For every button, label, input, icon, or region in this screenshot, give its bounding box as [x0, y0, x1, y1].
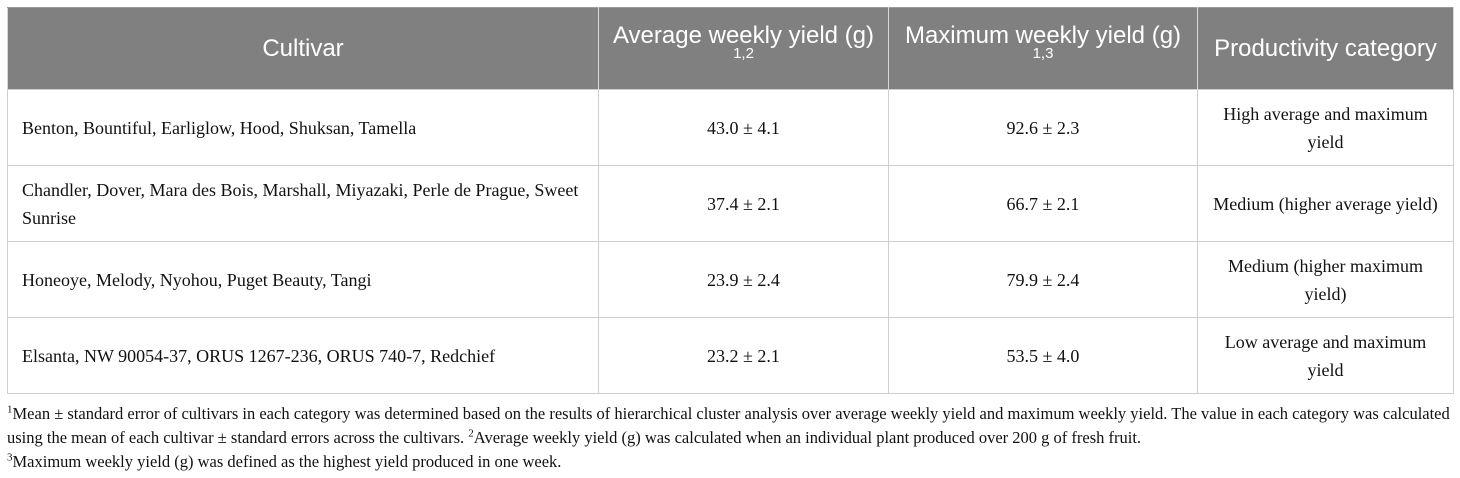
table-figure: Cultivar Average weekly yield (g) 1,2 Ma…	[7, 7, 1454, 474]
cell-average-yield: 23.9 ± 2.4	[598, 241, 889, 318]
cell-cultivar: Chandler, Dover, Mara des Bois, Marshall…	[7, 165, 599, 242]
cell-maximum-yield: 66.7 ± 2.1	[888, 165, 1198, 242]
table-row: Elsanta, NW 90054-37, ORUS 1267-236, ORU…	[7, 317, 1454, 394]
footnote-text: Average weekly yield (g) was calculated …	[473, 428, 1142, 447]
header-row: Cultivar Average weekly yield (g) 1,2 Ma…	[7, 7, 1454, 90]
header-maximum-yield: Maximum weekly yield (g) 1,3	[888, 7, 1198, 90]
cell-cultivar: Benton, Bountiful, Earliglow, Hood, Shuk…	[7, 89, 599, 166]
header-label: Maximum weekly yield (g)	[904, 21, 1182, 49]
footnote-mark: 2	[468, 427, 474, 440]
footnote-mark: 3	[7, 451, 13, 464]
footnote-block-1: 1Mean ± standard error of cultivars in e…	[7, 402, 1453, 450]
table-row: Benton, Bountiful, Earliglow, Hood, Shuk…	[7, 89, 1454, 166]
cell-maximum-yield: 53.5 ± 4.0	[888, 317, 1198, 394]
cell-maximum-yield: 79.9 ± 2.4	[888, 241, 1198, 318]
footnote-text: Mean ± standard error of cultivars in ea…	[7, 404, 1450, 447]
header-label: Productivity category	[1214, 35, 1437, 62]
cell-cultivar: Honeoye, Melody, Nyohou, Puget Beauty, T…	[7, 241, 599, 318]
cell-category: Medium (higher maximum yield)	[1197, 241, 1454, 318]
header-label: Average weekly yield (g)	[612, 21, 874, 49]
header-label: Cultivar	[262, 35, 344, 62]
cell-average-yield: 23.2 ± 2.1	[598, 317, 889, 394]
header-average-yield: Average weekly yield (g) 1,2	[598, 7, 889, 90]
cell-category: High average and maximum yield	[1197, 89, 1454, 166]
table-row: Honeoye, Melody, Nyohou, Puget Beauty, T…	[7, 241, 1454, 318]
cell-average-yield: 37.4 ± 2.1	[598, 165, 889, 242]
cell-category: Medium (higher average yield)	[1197, 165, 1454, 242]
table-row: Chandler, Dover, Mara des Bois, Marshall…	[7, 165, 1454, 242]
cell-cultivar: Elsanta, NW 90054-37, ORUS 1267-236, ORU…	[7, 317, 599, 394]
footnote-text: Maximum weekly yield (g) was defined as …	[12, 452, 562, 471]
yield-table: Cultivar Average weekly yield (g) 1,2 Ma…	[7, 7, 1454, 394]
header-superscript: 1,3	[1032, 44, 1054, 62]
table-footnotes: 1Mean ± standard error of cultivars in e…	[7, 402, 1453, 474]
cell-maximum-yield: 92.6 ± 2.3	[888, 89, 1198, 166]
header-superscript: 1,2	[733, 44, 754, 62]
cell-category: Low average and maximum yield	[1197, 317, 1454, 394]
footnote-block-2: 3Maximum weekly yield (g) was defined as…	[7, 450, 1453, 474]
header-productivity-category: Productivity category	[1197, 7, 1454, 90]
header-cultivar: Cultivar	[7, 7, 599, 90]
cell-average-yield: 43.0 ± 4.1	[598, 89, 889, 166]
footnote-mark: 1	[7, 403, 13, 416]
